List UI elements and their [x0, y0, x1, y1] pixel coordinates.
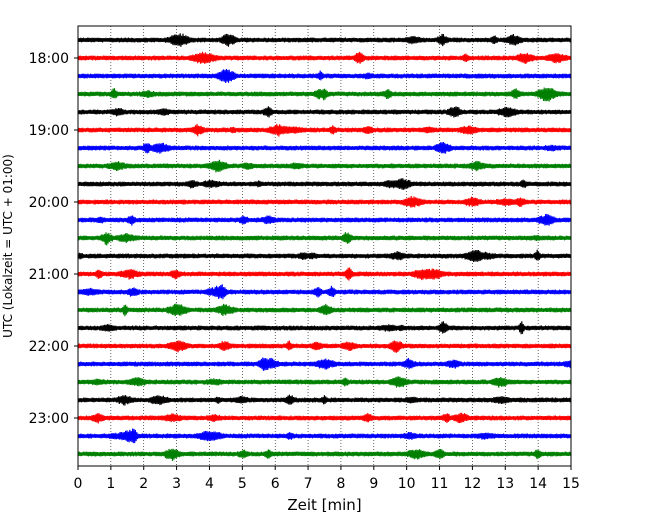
y-tick-label: 21:00 [29, 267, 69, 283]
x-tick-label: 15 [562, 476, 580, 492]
x-tick-label: 11 [431, 476, 449, 492]
x-tick-label: 7 [304, 476, 313, 492]
trace-1930 [77, 159, 572, 173]
trace-1845 [77, 106, 572, 118]
y-axis-ticks: 18:00 19:00 20:00 21:00 22:00 23:00 [29, 51, 78, 427]
trace-2000 [77, 195, 572, 208]
x-tick-label: 10 [398, 476, 416, 492]
trace-2300 [77, 412, 572, 424]
y-axis-label: UTC (Lokalzeit = UTC + 01:00) [1, 154, 15, 338]
trace-2230 [77, 376, 572, 388]
vertical-grid-lines [110, 26, 539, 466]
y-tick-label: 22:00 [29, 339, 69, 355]
trace-1815 [77, 68, 572, 83]
x-axis-label: Zeit [min] [287, 496, 361, 514]
x-tick-label: 4 [205, 476, 214, 492]
trace-1745 [77, 33, 572, 47]
trace-2315 [77, 428, 572, 444]
trace-2115 [77, 284, 572, 300]
trace-2130 [77, 303, 572, 317]
trace-2215 [77, 357, 572, 371]
x-tick-label: 2 [139, 476, 148, 492]
x-tick-label: 5 [238, 476, 247, 492]
plot-frame [77, 25, 572, 467]
trace-2015 [77, 213, 572, 226]
trace-2200 [77, 340, 572, 353]
x-tick-label: 3 [172, 476, 181, 492]
x-tick-label: 13 [496, 476, 514, 492]
trace-1945 [77, 178, 572, 190]
trace-2100 [77, 267, 572, 281]
trace-1915 [77, 141, 572, 154]
y-tick-label: 23:00 [29, 411, 69, 427]
x-tick-label: 6 [271, 476, 280, 492]
trace-2145 [77, 321, 572, 335]
x-tick-label: 14 [529, 476, 547, 492]
trace-2045 [77, 249, 572, 262]
trace-1800 [77, 51, 572, 65]
y-tick-label: 19:00 [29, 123, 69, 139]
x-tick-label: 8 [336, 476, 345, 492]
trace-2330 [77, 448, 572, 462]
seismic-traces [77, 33, 572, 462]
x-tick-label: 1 [106, 476, 115, 492]
trace-2245 [77, 394, 572, 406]
x-tick-label: 12 [463, 476, 481, 492]
trace-2030 [77, 232, 572, 246]
x-tick-label: 0 [74, 476, 83, 492]
x-tick-label: 9 [369, 476, 378, 492]
trace-1900 [77, 123, 572, 137]
y-tick-label: 18:00 [29, 51, 69, 67]
y-tick-label: 20:00 [29, 195, 69, 211]
x-axis-ticks: 0 1 2 3 4 5 6 7 8 9 10 11 12 13 14 15 [74, 466, 580, 492]
trace-1830 [77, 87, 572, 102]
